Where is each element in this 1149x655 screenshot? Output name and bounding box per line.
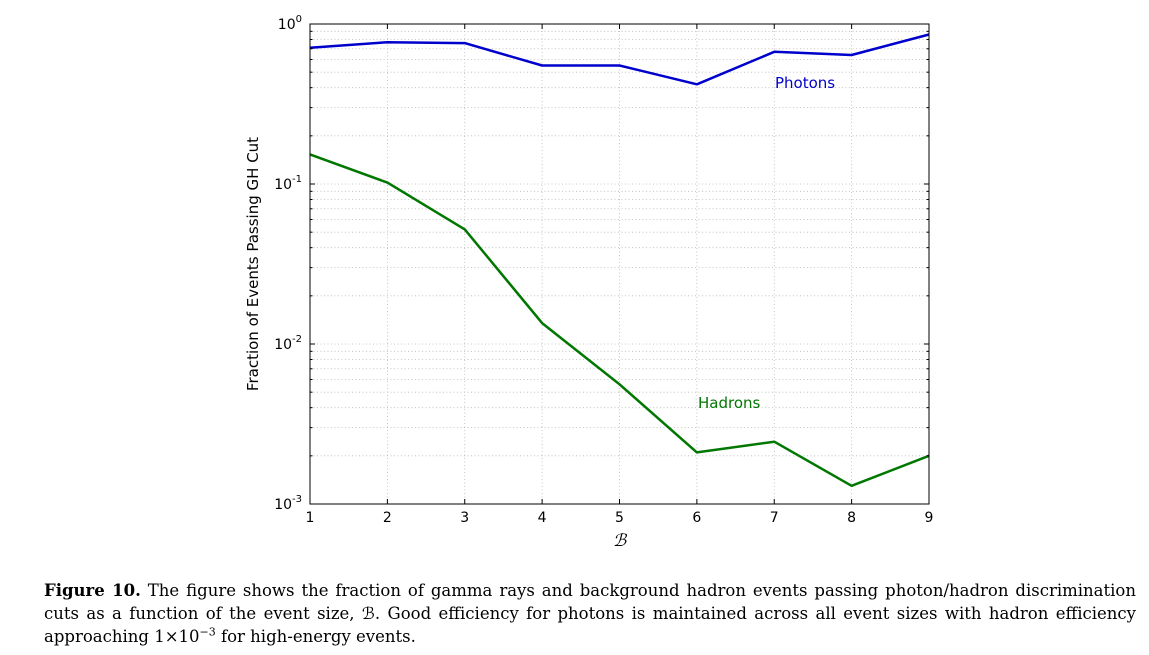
x-axis-label: ℬ [613,531,628,551]
y-tick-label: 100 [278,14,302,33]
x-tick-label: 2 [383,510,392,526]
caption-text: The figure shows the fraction of gamma r… [44,581,1136,646]
caption-text-end: for high-energy events. [221,627,416,646]
y-tick-label: 10-3 [274,494,302,513]
x-tick-label: 6 [692,510,701,526]
y-tick-labels: 10-3 10-2 10-1 100 [274,14,302,513]
x-tick-label: 3 [460,510,469,526]
series-line-hadrons [309,153,930,488]
plot-frame [309,23,930,505]
caption-exponent: −3 [199,625,216,639]
x-tick-label: 8 [847,510,856,526]
x-tick-label: 4 [538,510,547,526]
y-axis-label: Fraction of Events Passing GH Cut [244,137,262,391]
tick-marks [309,24,930,505]
figure-number: Figure 10. [44,581,141,600]
figure-caption: Figure 10. The figure shows the fraction… [44,579,1136,648]
chart: 1 2 3 4 5 6 7 8 9 10-3 10-2 10-1 100 ℬ Fraction of … [244,14,934,551]
x-tick-label: 5 [615,510,624,526]
x-tick-labels: 1 2 3 4 5 6 7 8 9 [306,510,934,526]
y-tick-label: 10-2 [274,334,302,353]
x-tick-label: 1 [306,510,315,526]
grid-lines [309,24,930,505]
series-lines [309,33,930,488]
series-label-photons: Photons [775,74,835,92]
series-line-photons [309,33,930,86]
y-tick-label: 10-1 [274,174,302,193]
x-tick-label: 9 [925,510,934,526]
x-tick-label: 7 [770,510,779,526]
series-label-hadrons: Hadrons [698,394,761,412]
